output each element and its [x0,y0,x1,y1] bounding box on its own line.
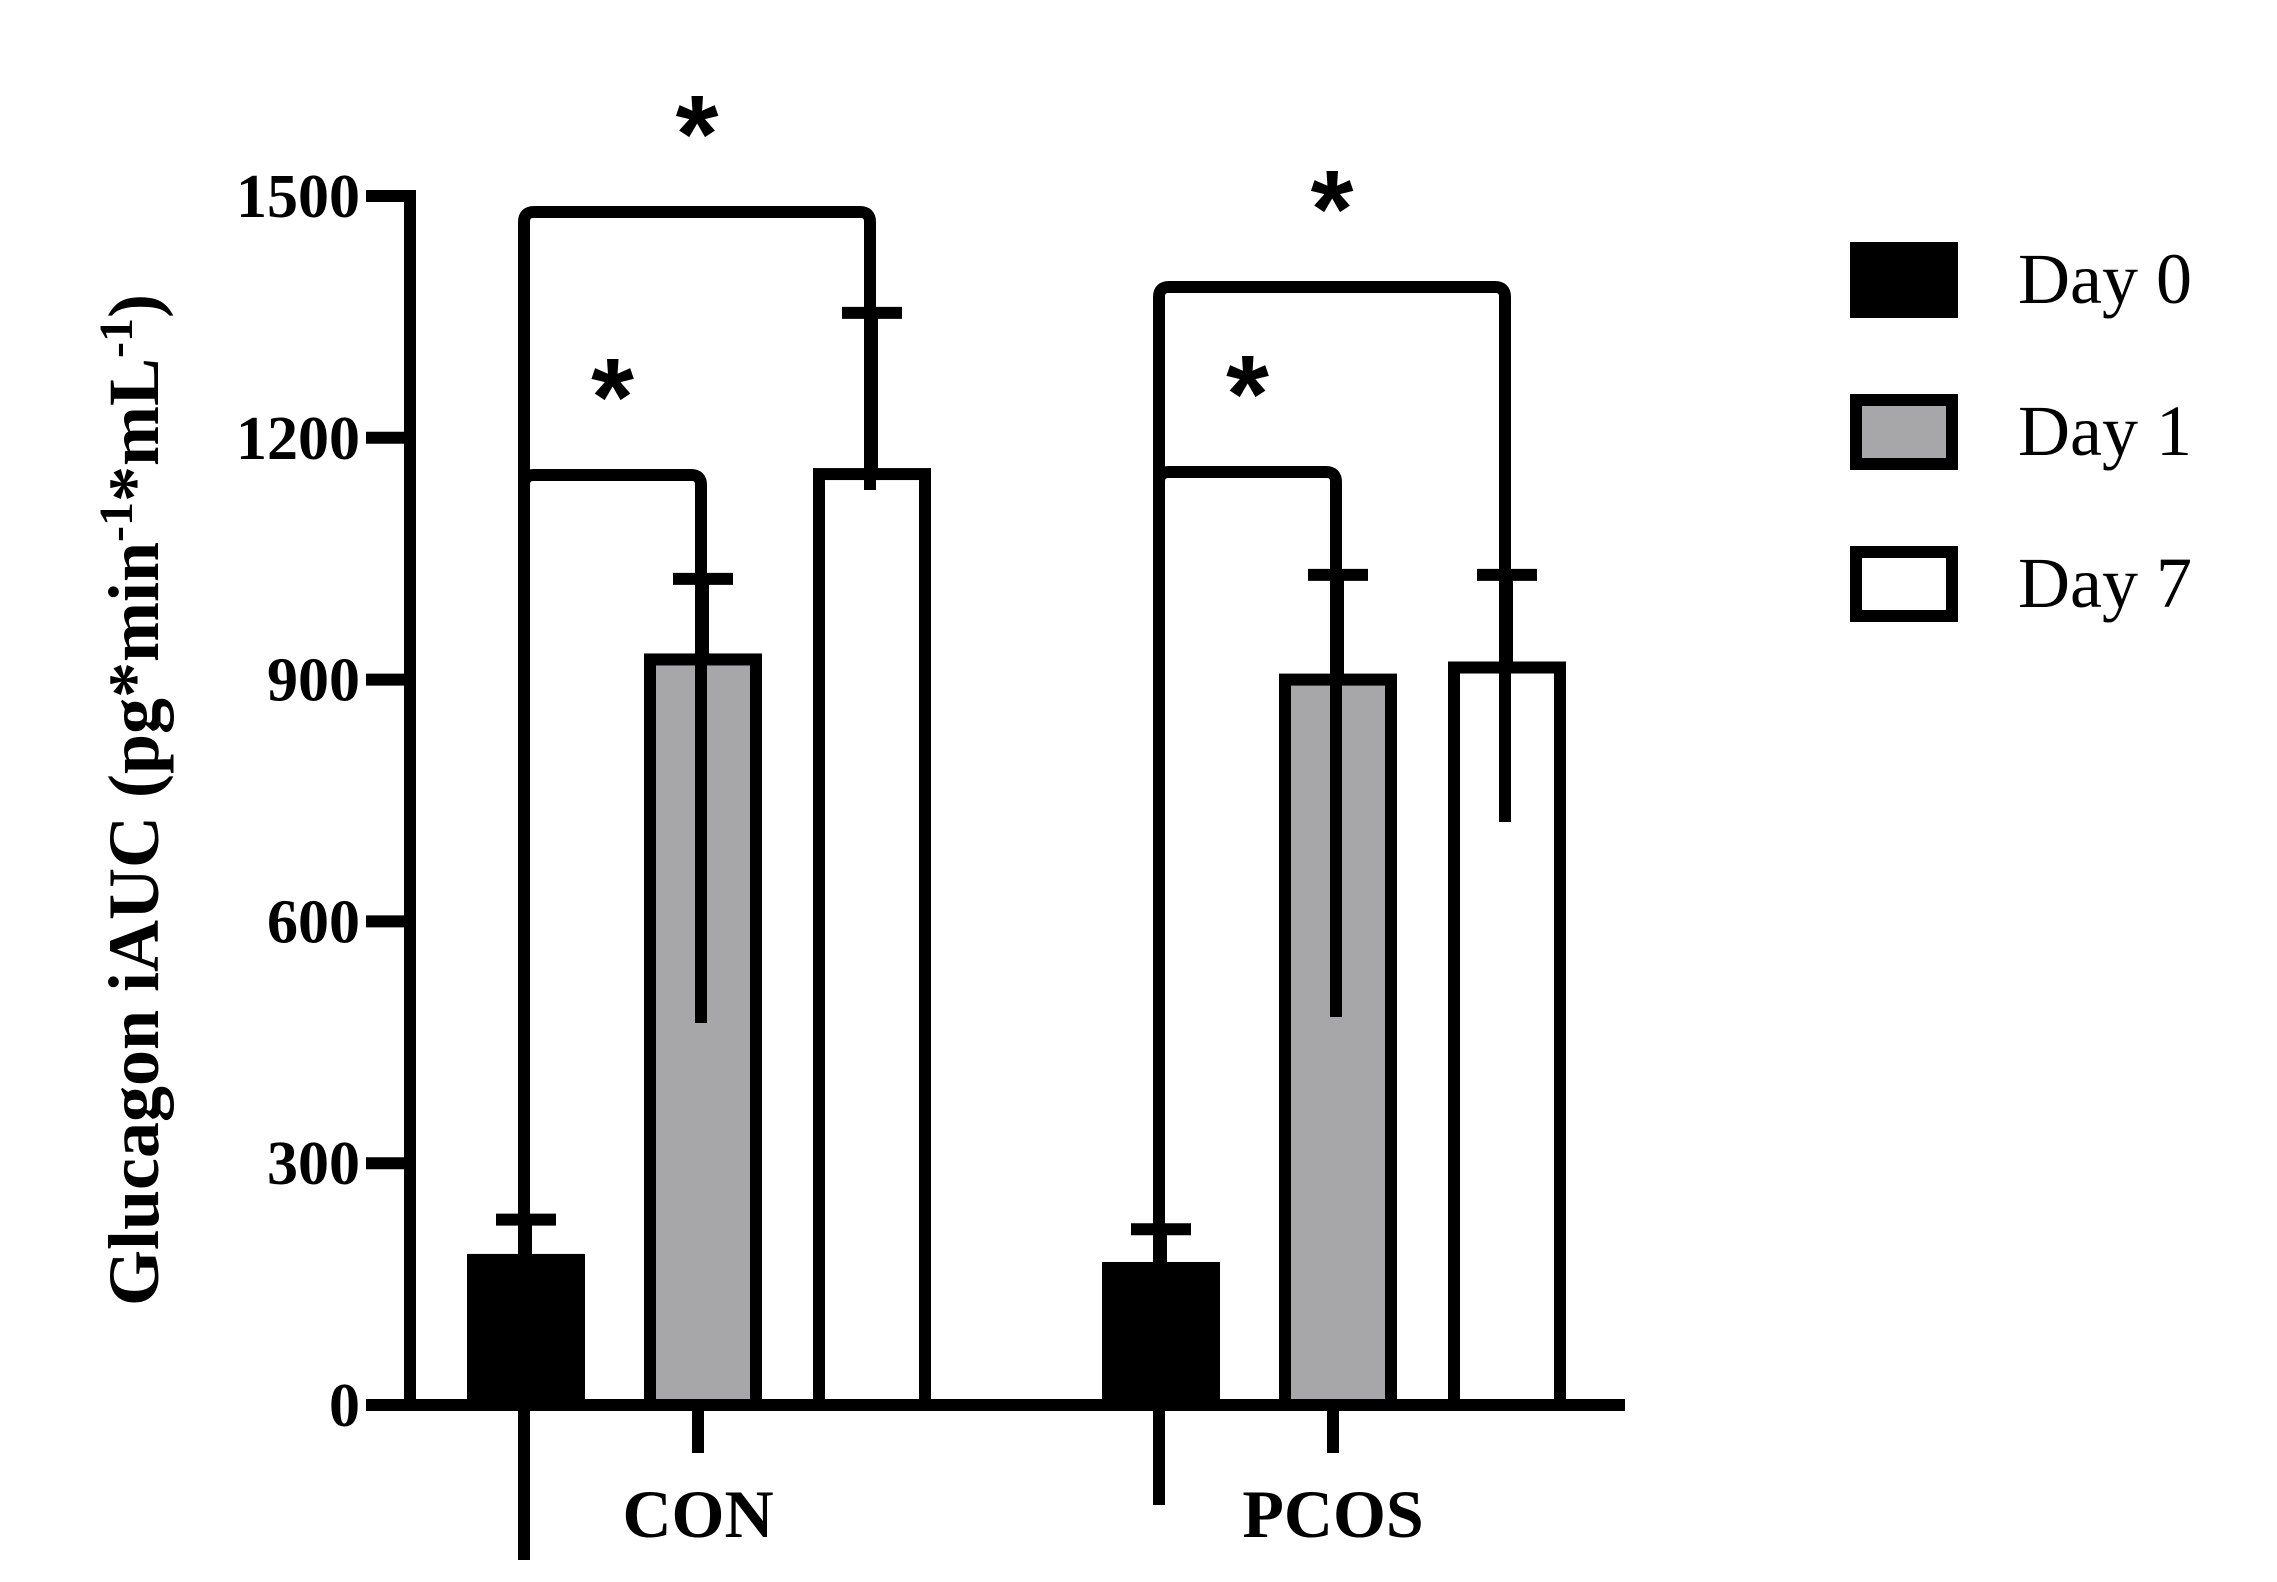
x-axis: CON PCOS [366,1399,1625,1552]
legend-swatch [1850,242,1958,318]
y-tick-label: 1200 [236,405,360,473]
x-category-label: PCOS [1242,1476,1423,1552]
legend-label: Day 0 [2018,239,2192,319]
y-axis-label-part: *mL [94,358,174,502]
y-axis: 0 300 600 900 1200 1500 [236,163,416,1440]
significance-brackets: * * * * [518,73,1511,1560]
y-tick-label: 600 [267,888,360,956]
significance-marker: * [1226,333,1269,456]
legend-swatch [1850,546,1958,622]
y-tick-label: 900 [267,647,360,715]
bar [813,468,931,1411]
y-axis-label-part: -1 [90,318,143,358]
y-tick-label: 300 [267,1130,360,1198]
y-tick-label: 1500 [236,163,360,231]
legend-label: Day 7 [2018,543,2192,623]
legend-swatch [1850,394,1958,470]
legend-label: Day 1 [2018,391,2192,471]
significance-marker: * [591,336,634,459]
significance-bracket [518,206,876,1560]
significance-marker: * [1311,148,1354,271]
y-axis-label-part: ) [94,294,174,318]
y-axis-label-part: -1 [90,502,143,542]
x-category-label: CON [622,1476,773,1552]
y-axis-label-part: Glucagon iAUC (pg*min [94,542,174,1306]
y-axis-label: Glucagon iAUC (pg*min-1*mL-1) [90,294,175,1306]
significance-marker: * [676,73,719,196]
legend: Day 0 Day 1 Day 7 [1850,239,2192,623]
significance-bracket [1153,281,1511,1505]
y-tick-label: 0 [329,1372,360,1440]
